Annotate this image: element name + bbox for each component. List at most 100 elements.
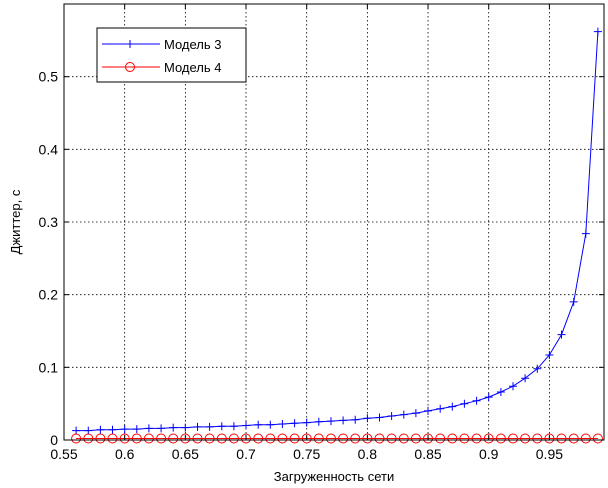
series-2-point (265, 433, 276, 444)
series-2-point (289, 433, 300, 444)
series-2-point (398, 433, 409, 444)
series-2-point (192, 433, 203, 444)
x-tick-label: 0.8 (358, 446, 378, 462)
series-1-point (132, 425, 141, 434)
series-2-point (143, 433, 154, 444)
y-tick-label: 0.4 (39, 141, 59, 157)
y-tick-label: 0 (50, 432, 58, 448)
series-1-point (290, 419, 299, 428)
series-2-point (568, 433, 579, 444)
x-tick-label: 0.85 (414, 446, 441, 462)
series-1-point (375, 413, 384, 422)
series-1-point (521, 374, 530, 383)
series-2-point (253, 433, 264, 444)
series-1-point (339, 416, 348, 425)
series-1-point (545, 351, 554, 359)
series-1-point (448, 402, 457, 411)
series-1-point (157, 424, 166, 433)
series-1-point (436, 404, 445, 413)
legend-marker-circle-icon (125, 62, 135, 72)
series-1-point (169, 423, 178, 432)
series-1-point (217, 422, 226, 431)
series-1-point (424, 406, 432, 415)
series-2-point (410, 433, 421, 444)
series-layer (71, 27, 603, 444)
series-1-point (254, 420, 263, 429)
series-1-point (193, 422, 202, 431)
y-tick-label: 0.2 (39, 287, 59, 303)
series-2-point (168, 433, 179, 444)
series-2-point (277, 433, 288, 444)
x-tick-label: 0.65 (172, 446, 199, 462)
y-tick-label: 0.5 (39, 69, 59, 85)
series-1-point (411, 409, 420, 418)
y-tick-label: 0.3 (39, 214, 59, 230)
series-1-point (557, 330, 566, 339)
series-2-point (156, 433, 167, 444)
series-1-point (387, 412, 396, 420)
series-1-point (533, 364, 542, 373)
series-2-point (301, 433, 312, 444)
series-2-point (131, 433, 142, 444)
series-2-point (228, 433, 239, 444)
series-2-point (180, 433, 191, 444)
series-1-point (581, 229, 590, 238)
series-2-point (374, 433, 385, 444)
series-2-point (520, 433, 531, 444)
series-2-point (107, 433, 118, 444)
x-tick-label: 0.9 (479, 446, 499, 462)
series-2-point (71, 433, 82, 444)
series-1-point (229, 422, 238, 431)
series-2-point (423, 433, 433, 444)
series-1-point (278, 420, 287, 428)
series-2-point (471, 433, 482, 444)
series-2-point (508, 433, 518, 444)
series-2-point (95, 433, 106, 444)
series-2-point (204, 433, 215, 444)
series-2-point (362, 433, 373, 444)
series-2-point (216, 433, 227, 444)
legend-marker-plus-icon (126, 40, 134, 48)
series-2-point (435, 433, 446, 444)
series-2-point (532, 433, 543, 444)
series-2-point (556, 433, 567, 444)
series-1-point (144, 424, 153, 433)
series-1-point (205, 422, 214, 431)
series-1-point (72, 426, 81, 435)
series-1-point (351, 415, 360, 424)
series-1-point (181, 423, 190, 432)
series-1-point (108, 425, 117, 434)
series-1-point (593, 27, 602, 36)
series-2-point (386, 433, 397, 444)
series-1-point (120, 425, 129, 434)
series-1-point (363, 414, 372, 423)
series-1-point (242, 421, 250, 430)
x-tick-label: 0.55 (50, 446, 77, 462)
series-1-point (314, 417, 323, 426)
x-axis-label: Загруженность сети (274, 469, 394, 484)
series-2-point (483, 433, 494, 444)
legend: Модель 3 Модель 4 (96, 27, 247, 83)
series-2-point (119, 433, 130, 444)
x-tick-label: 0.7 (236, 446, 256, 462)
series-1-point (266, 420, 275, 429)
legend-label-series-1: Модель 3 (164, 37, 222, 52)
series-1-point (460, 399, 469, 408)
series-2-point (495, 433, 506, 444)
x-tick-label: 0.6 (115, 446, 135, 462)
series-2-point (326, 433, 336, 444)
legend-label-series-2: Модель 4 (164, 60, 222, 75)
series-1-point (496, 388, 505, 396)
series-2-point (338, 433, 349, 444)
legend-box (96, 27, 247, 83)
y-tick-label: 0.1 (39, 359, 59, 375)
series-1-point (327, 417, 335, 426)
series-1-point (84, 426, 93, 435)
series-2-point (241, 433, 251, 444)
x-tick-label: 0.75 (293, 446, 320, 462)
series-1-point (302, 418, 311, 427)
series-2-point (544, 433, 555, 444)
x-tick-label: 0.95 (536, 446, 563, 462)
series-1-point (399, 410, 408, 419)
